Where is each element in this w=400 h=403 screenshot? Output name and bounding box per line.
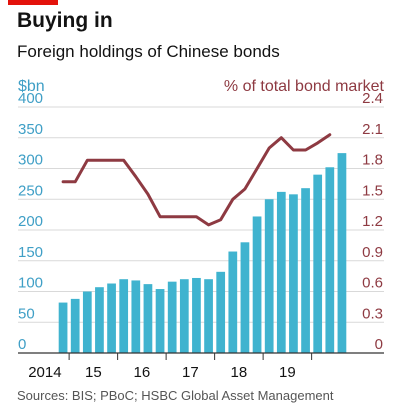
left-tick-label: 300	[18, 152, 43, 169]
bar	[167, 281, 177, 353]
x-tick-label: 18	[231, 364, 248, 381]
bar	[95, 287, 104, 353]
right-tick-label: 0.6	[362, 275, 383, 292]
bar	[228, 251, 238, 353]
right-tick-label: 2.4	[362, 90, 383, 107]
left-tick-label: 100	[18, 275, 43, 292]
bar	[289, 194, 298, 353]
bar	[240, 242, 250, 353]
x-tick-label: 19	[279, 364, 296, 381]
bar-series	[58, 153, 347, 353]
x-tick-label: 15	[85, 364, 102, 381]
accent-bar	[8, 0, 58, 5]
left-tick-label: 350	[18, 121, 43, 138]
bar	[58, 302, 68, 353]
right-tick-label: 0	[375, 336, 383, 353]
right-tick-label: 0.9	[362, 244, 383, 261]
bar	[216, 271, 226, 353]
line-series-path	[61, 133, 332, 227]
left-tick-label: 400	[18, 90, 43, 107]
bar	[325, 167, 335, 353]
x-tick-label: 16	[134, 364, 151, 381]
x-tick-label: 17	[182, 364, 199, 381]
bar	[70, 298, 80, 353]
axes: 0 50 100 150 200 250 300 350 400 0 0.3 0.6 0.9 1.2 1.5…	[18, 90, 384, 381]
bar	[155, 289, 165, 353]
right-tick-label: 1.5	[362, 182, 383, 199]
bar	[192, 277, 201, 353]
left-tick-label: 0	[18, 336, 26, 353]
bar	[143, 284, 153, 353]
left-tick-label: 200	[18, 213, 43, 230]
bar	[313, 174, 323, 353]
bar	[179, 279, 189, 353]
bar	[82, 291, 92, 353]
right-tick-label: 1.8	[362, 152, 383, 169]
right-tick-label: 2.1	[362, 121, 383, 138]
bar	[204, 279, 213, 353]
bar	[276, 191, 286, 353]
bar	[264, 199, 274, 353]
left-tick-label: 250	[18, 182, 43, 199]
bar	[301, 188, 310, 353]
bar	[107, 283, 116, 353]
left-tick-label: 50	[18, 305, 35, 322]
right-axis-unit-label: % of total bond market	[223, 78, 384, 95]
chart-subtitle: Foreign holdings of Chinese bonds	[17, 42, 280, 61]
right-tick-label: 1.2	[362, 213, 383, 230]
bar	[119, 279, 129, 353]
line-series	[61, 133, 332, 227]
left-tick-label: 150	[18, 244, 43, 261]
chart-title: Buying in	[17, 9, 113, 32]
bar	[252, 216, 262, 353]
bar	[337, 153, 347, 353]
left-axis-unit-label: $bn	[18, 78, 45, 95]
x-tick-label: 2014	[28, 364, 61, 381]
source-note: Sources: BIS; PBoC; HSBC Global Asset Ma…	[17, 388, 334, 403]
right-tick-label: 0.3	[362, 305, 383, 322]
bar	[131, 280, 141, 353]
